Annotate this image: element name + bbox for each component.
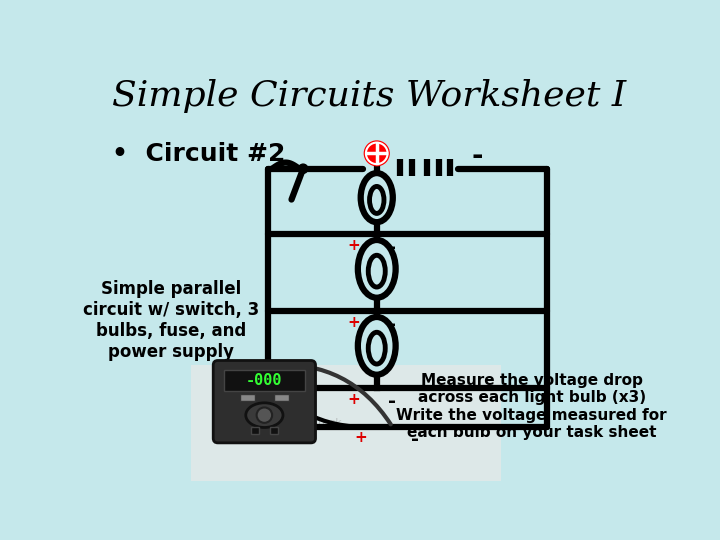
Ellipse shape xyxy=(361,173,393,222)
Bar xyxy=(191,365,500,481)
Bar xyxy=(240,394,255,401)
Ellipse shape xyxy=(368,332,385,364)
Ellipse shape xyxy=(368,255,385,287)
Text: +: + xyxy=(355,430,368,445)
Ellipse shape xyxy=(358,317,396,375)
Text: Simple Circuits Worksheet I: Simple Circuits Worksheet I xyxy=(112,79,626,113)
Text: •  Circuit #2: • Circuit #2 xyxy=(112,142,285,166)
Ellipse shape xyxy=(358,240,396,298)
Bar xyxy=(224,370,305,390)
Text: +: + xyxy=(347,238,360,253)
Text: -000: -000 xyxy=(246,373,283,388)
Text: Measure the voltage drop
across each light bulb (x3)
Write the voltage measured : Measure the voltage drop across each lig… xyxy=(397,373,667,440)
Circle shape xyxy=(364,141,389,166)
Bar xyxy=(251,428,259,434)
Bar xyxy=(270,428,277,434)
Text: +: + xyxy=(347,315,360,330)
Ellipse shape xyxy=(256,408,272,423)
Text: -: - xyxy=(388,238,396,257)
Text: Simple parallel
circuit w/ switch, 3
bulbs, fuse, and
power supply: Simple parallel circuit w/ switch, 3 bul… xyxy=(84,280,259,361)
Text: -: - xyxy=(412,430,420,449)
Bar xyxy=(274,394,289,401)
Text: -: - xyxy=(388,315,396,334)
Text: +: + xyxy=(347,392,360,407)
Circle shape xyxy=(299,164,307,173)
Text: shutterstock: shutterstock xyxy=(272,418,342,428)
Text: -: - xyxy=(388,392,396,411)
Ellipse shape xyxy=(246,403,283,428)
FancyBboxPatch shape xyxy=(213,361,315,443)
Text: -: - xyxy=(472,141,483,170)
Ellipse shape xyxy=(369,186,384,213)
